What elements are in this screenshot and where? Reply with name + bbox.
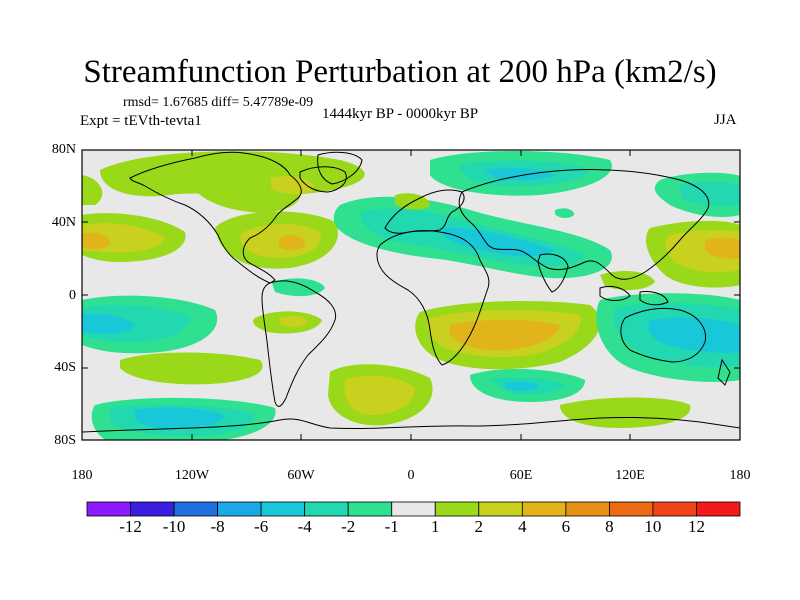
coastlines [82,151,740,433]
colorbar-label: 2 [474,517,484,536]
colorbar-label: 6 [561,517,571,536]
anomaly-region [344,375,415,415]
anomaly-region [705,237,740,259]
colorbar-label: 10 [644,517,662,536]
coastline [384,189,465,234]
colorbar-label: -8 [210,517,225,536]
map-ticks [82,149,740,441]
colorbar-swatch [86,501,131,517]
lat-label: 80S [54,433,76,448]
lat-label: 40S [54,360,76,375]
lon-label: 60E [509,468,533,483]
colorbar-label: -6 [254,517,269,536]
anomaly-region [278,235,305,251]
colorbar-swatch [347,501,393,517]
lon-label: 120E [615,468,645,483]
colorbar-label: -10 [162,517,186,536]
colorbar-label: -1 [384,517,399,536]
anomaly-region [82,314,135,334]
anomaly-region [485,167,555,181]
season-label: JJA [714,112,737,128]
colorbar-label: -12 [119,517,142,536]
colorbar-swatch [260,501,306,517]
anomaly-region [505,381,540,391]
anomaly-region [82,175,103,205]
colorbar-swatch [478,501,523,517]
colorbar-swatch [652,501,697,517]
colorbar-swatch [173,501,218,517]
lat-label: 40N [51,215,76,230]
colorbar-swatch [304,501,349,517]
colorbar-label: -2 [341,517,356,536]
coastline [537,253,569,293]
anomaly-region [82,232,110,250]
colorbar-swatch [521,501,567,517]
anomaly-region [270,175,315,195]
anomaly-region [272,278,325,297]
anomaly-region [120,352,263,385]
coastline [376,230,490,366]
period-label: 1444kyr BP - 0000kyr BP [322,106,479,122]
colorbar-swatch [609,501,654,517]
rmsd-stats: rmsd= 1.67685 diff= 5.47789e-09 [123,95,314,110]
anomaly-region [440,227,555,257]
coastline [620,307,707,363]
colorbar-swatch [217,501,262,517]
lon-label: 180 [71,468,93,483]
chart-title: Streamfunction Perturbation at 200 hPa (… [83,54,717,90]
colorbar-label: -4 [297,517,312,536]
colorbar-swatch [391,501,436,517]
lat-label: 80N [51,142,76,157]
anomaly-region [555,208,575,218]
coastline [129,151,302,284]
colorbar-swatch [434,501,480,517]
colorbar-swatch [565,501,610,517]
anomaly-region [134,407,225,429]
lon-label: 60W [287,468,315,483]
coastline [317,151,363,185]
coastline [82,416,740,433]
coastline [599,285,631,301]
coastline [639,291,669,306]
colorbar-label: 1 [431,517,440,536]
colorbar-swatch [696,501,741,517]
lat-label: 0 [69,288,76,303]
coastline [458,168,710,280]
colorbar-label: 12 [687,517,705,536]
colorbar-label: 8 [605,517,614,536]
coastline [299,166,347,193]
colorbar-swatch [130,501,175,517]
anomaly-region [680,181,740,207]
colorbar-label: 4 [518,517,527,536]
coastline [717,358,731,386]
lon-label: 0 [407,468,415,483]
experiment-label: Expt = tEVth-tevta1 [80,113,202,129]
anomaly-region [450,319,560,351]
anomaly-field [82,151,740,440]
lon-label: 180 [729,468,751,483]
lon-label: 120W [174,468,210,483]
coastline [261,280,337,407]
colorbar [86,501,741,517]
anomaly-region [560,397,691,428]
anomaly-region [648,317,740,353]
anomaly-region [280,315,308,327]
